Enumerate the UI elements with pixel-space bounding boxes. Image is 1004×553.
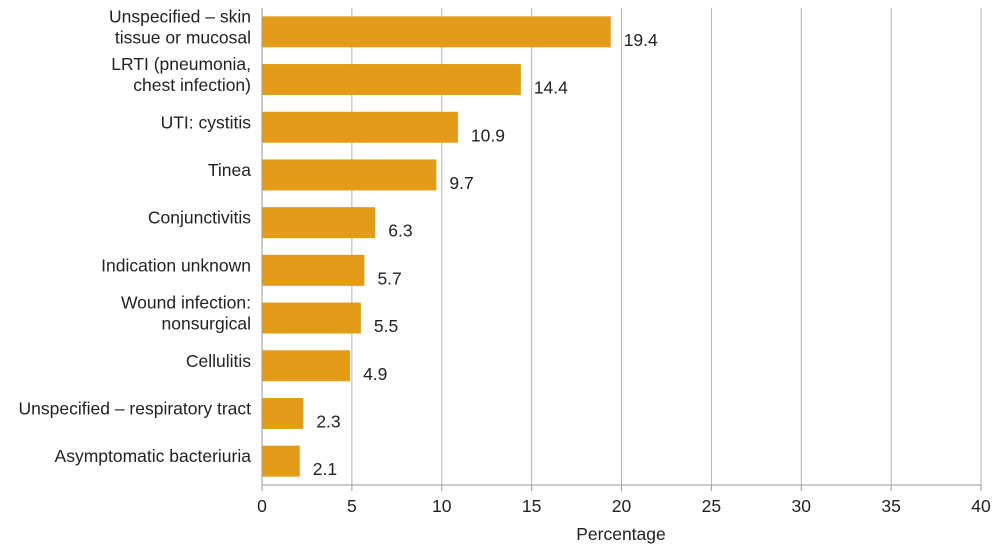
category-label-line: Conjunctivitis — [148, 208, 251, 228]
data-label: 14.4 — [534, 78, 568, 98]
bar — [262, 254, 365, 286]
x-tick-label: 10 — [432, 496, 452, 516]
bars — [262, 16, 611, 477]
data-label: 19.4 — [624, 30, 658, 50]
bar — [262, 111, 458, 143]
category-label-line: LRTI (pneumonia, — [111, 54, 251, 74]
data-label: 6.3 — [388, 221, 412, 241]
category-label-line: Unspecified – respiratory tract — [19, 398, 252, 418]
bar — [262, 159, 437, 191]
x-tick-label: 40 — [971, 496, 991, 516]
category-label: Indication unknown — [101, 255, 251, 275]
data-label: 10.9 — [471, 125, 505, 145]
data-label: 4.9 — [363, 364, 387, 384]
category-label: Unspecified – skin tissue or mucosal — [109, 6, 251, 47]
bar — [262, 397, 304, 429]
category-label: Wound infection: nonsurgical — [121, 293, 251, 334]
x-tick-label: 30 — [792, 496, 812, 516]
category-label: UTI: cystitis — [161, 112, 252, 132]
data-label: 2.3 — [316, 411, 340, 431]
category-label: Tinea — [208, 160, 251, 180]
category-label: Asymptomatic bacteriuria — [55, 446, 252, 466]
category-label-line: Tinea — [208, 160, 251, 180]
bar — [262, 64, 521, 96]
data-label: 5.5 — [374, 316, 398, 336]
category-label-line: Cellulitis — [186, 351, 251, 371]
bar — [262, 302, 361, 334]
data-label: 9.7 — [449, 173, 473, 193]
category-label-line: Indication unknown — [101, 255, 251, 275]
x-tick-label: 15 — [522, 496, 541, 516]
x-tick-label: 5 — [347, 496, 357, 516]
category-label: Conjunctivitis — [148, 208, 251, 228]
category-label: Unspecified – respiratory tract — [19, 398, 252, 418]
category-label-line: Unspecified – skin — [109, 6, 251, 26]
labels: 0 5 10 15 20 25 30 35 40 19.4 Unspecified – skin ti… — [19, 6, 991, 516]
category-label-line: Asymptomatic bacteriuria — [55, 446, 252, 466]
bar — [262, 16, 611, 48]
x-tick-label: 35 — [881, 496, 900, 516]
x-tick-label: 20 — [612, 496, 632, 516]
data-label: 2.1 — [313, 459, 337, 479]
x-axis-title: Percentage — [576, 524, 666, 544]
bar — [262, 350, 351, 382]
category-label: Cellulitis — [186, 351, 251, 371]
category-label-line: tissue or mucosal — [115, 27, 251, 47]
category-label: LRTI (pneumonia, chest infection) — [111, 54, 251, 95]
category-label-line: chest infection) — [133, 75, 251, 95]
x-tick-label: 25 — [702, 496, 721, 516]
x-tick-label: 0 — [257, 496, 267, 516]
bar — [262, 445, 300, 477]
bar — [262, 207, 376, 239]
axes — [261, 8, 982, 491]
data-label: 5.7 — [377, 268, 401, 288]
category-label-line: Wound infection: — [121, 293, 251, 313]
category-label-line: nonsurgical — [162, 314, 252, 334]
category-label-line: UTI: cystitis — [161, 112, 252, 132]
